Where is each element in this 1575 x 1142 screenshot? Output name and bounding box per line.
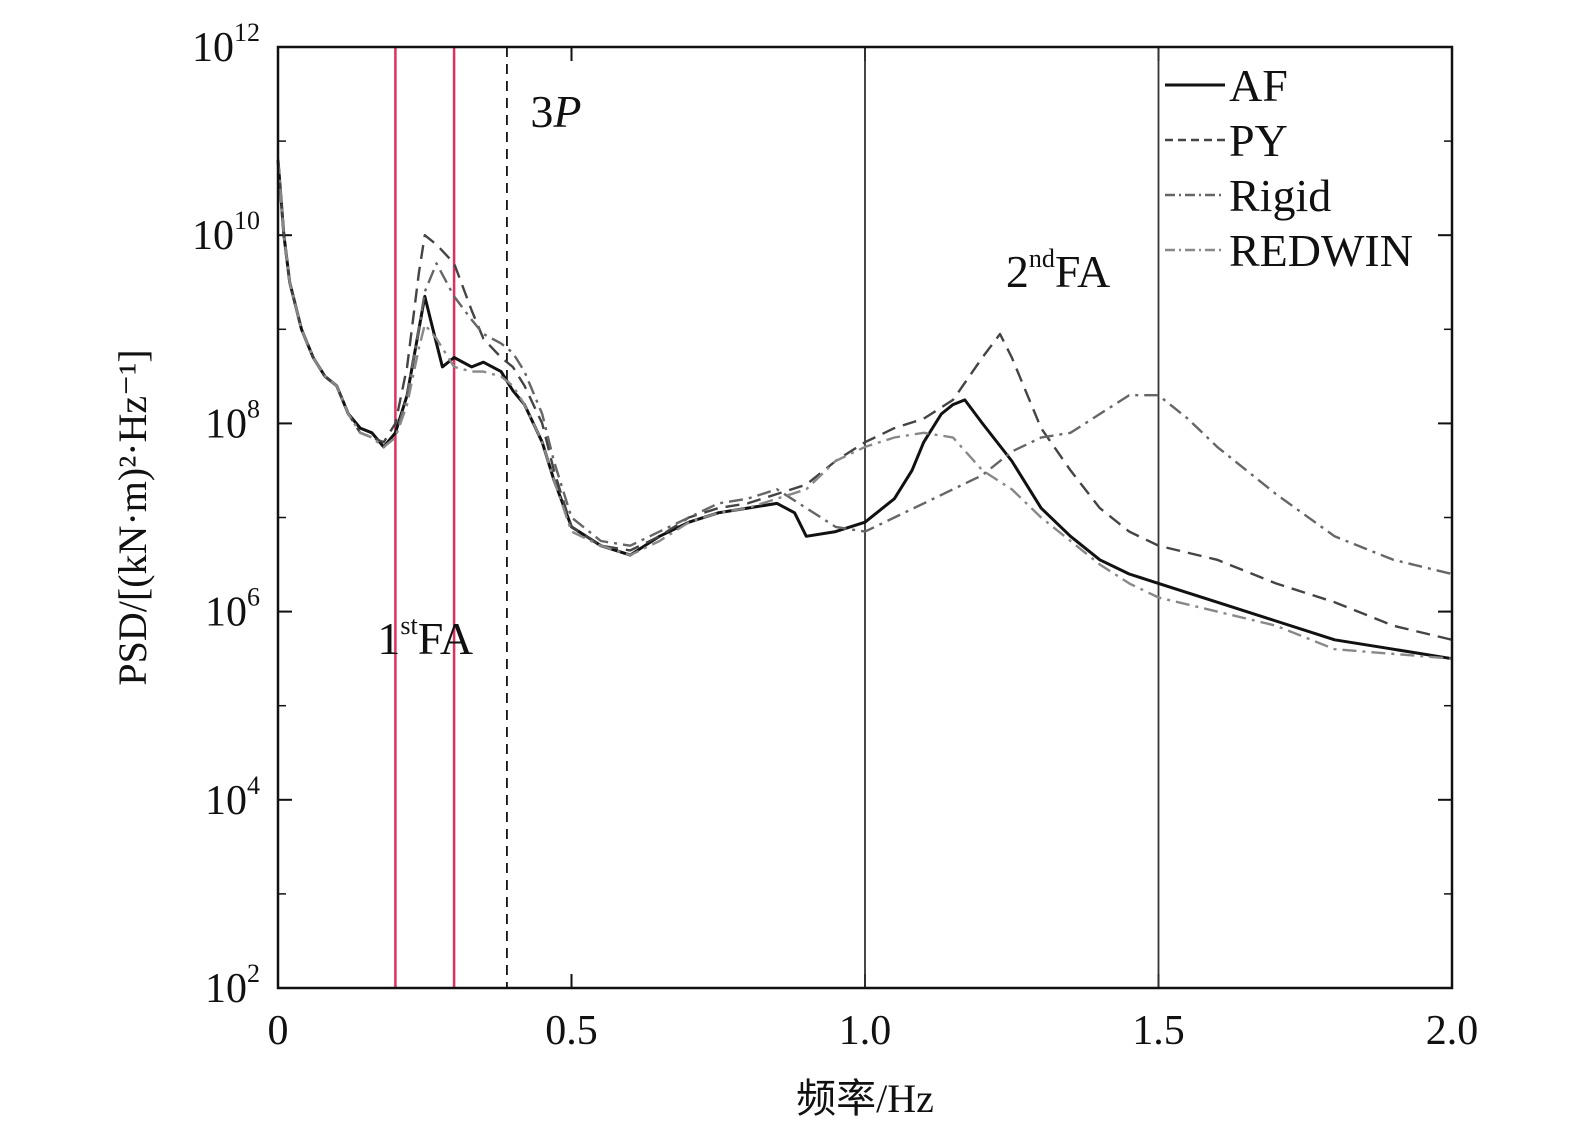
plot-frame — [276, 45, 1454, 990]
y-tick-label: 106 — [205, 583, 260, 636]
y-tick-label: 108 — [205, 394, 260, 447]
y-tick-label: 1012 — [192, 18, 260, 71]
y-axis-title: PSD/[(kN·m)²·Hz⁻¹] — [110, 349, 155, 685]
annotation-three-p: 3P — [530, 86, 581, 137]
annotations: 1stFA 3P 2ndFA — [377, 86, 1110, 664]
x-axis-title: 频率/Hz — [796, 1076, 934, 1121]
x-tick-labels: 0 0.5 1.0 1.5 2.0 — [268, 1008, 1479, 1054]
legend-label: Rigid — [1229, 170, 1331, 221]
x-tick-label: 1.5 — [1132, 1008, 1185, 1054]
x-tick-label: 0 — [268, 1008, 289, 1054]
annotation-second-fa: 2ndFA — [1006, 244, 1110, 297]
legend-label: REDWIN — [1229, 225, 1413, 276]
x-tick-label: 2.0 — [1426, 1008, 1479, 1054]
x-tick-label: 1.0 — [839, 1008, 892, 1054]
y-tick-label: 104 — [205, 771, 260, 824]
series-line-redwin — [276, 159, 1453, 660]
x-tick-label: 0.5 — [545, 1008, 598, 1054]
series-line-af — [276, 159, 1453, 661]
y-tick-labels: 102 104 106 108 1010 1012 — [192, 18, 260, 1012]
y-tick-label: 1010 — [192, 206, 260, 259]
legend-label: AF — [1229, 60, 1288, 111]
series-lines — [276, 159, 1453, 661]
annotation-first-fa: 1stFA — [377, 611, 473, 664]
legend-label: PY — [1229, 115, 1288, 166]
y-tick-label: 102 — [205, 959, 260, 1012]
reference-lines — [394, 47, 1160, 988]
